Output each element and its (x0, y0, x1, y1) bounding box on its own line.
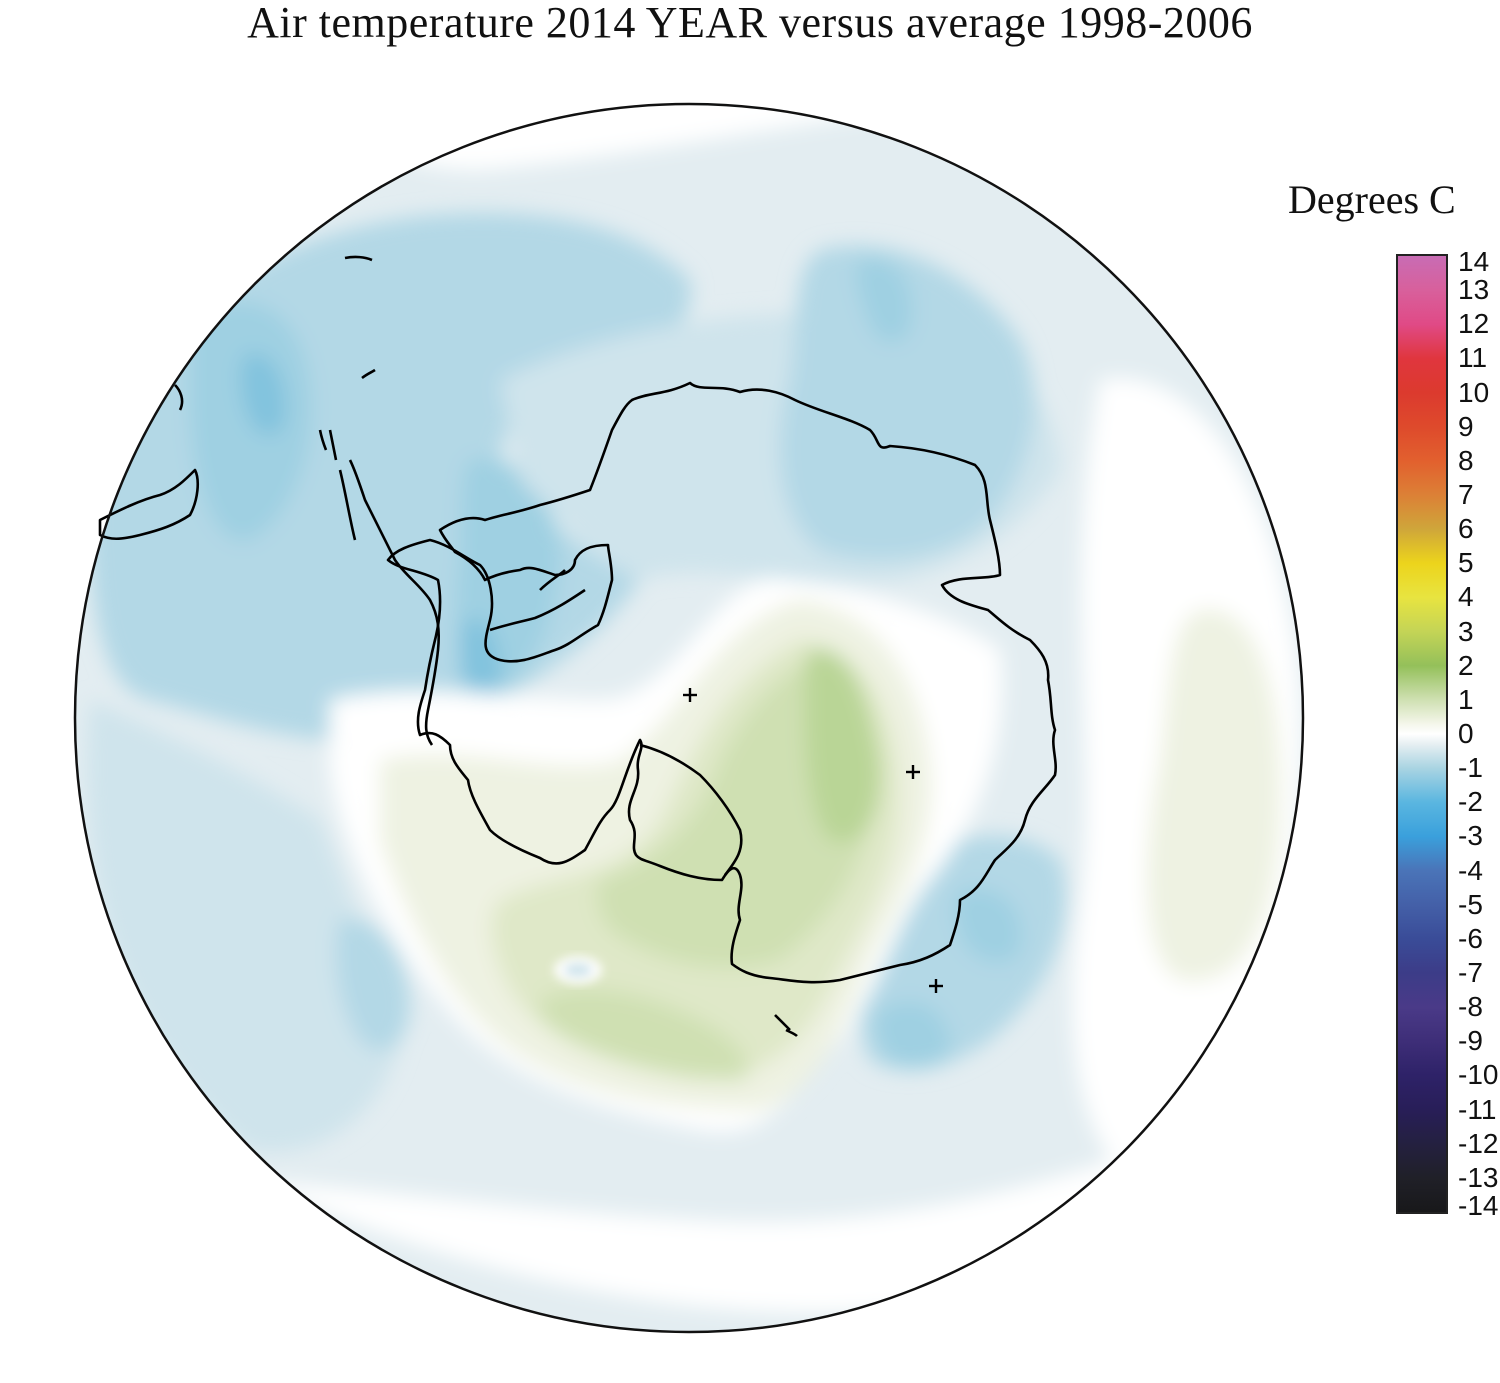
colorbar-tick-label: -3 (1458, 820, 1483, 852)
colorbar-tick-label: -6 (1458, 922, 1483, 954)
marker-crosses (683, 688, 943, 993)
south-america-tip (98, 468, 200, 541)
field-sw-cool2 (336, 918, 410, 1050)
colorbar-tick-label: 10 (1458, 376, 1490, 408)
colorbar-tick-label: -1 (1458, 752, 1483, 784)
colorbar-tick-label: -2 (1458, 786, 1483, 818)
colorbar-tick-label: -8 (1458, 991, 1483, 1023)
marker-cross-se (929, 979, 943, 993)
field-se-cool3 (954, 888, 1022, 963)
colorbar-tick-label: -9 (1458, 1025, 1483, 1057)
colorbar-tick-label: -13 (1458, 1161, 1499, 1193)
colorbar (1396, 254, 1448, 1214)
colorbar-tick-label: 1 (1458, 683, 1474, 715)
field-warm-5 (805, 648, 881, 842)
colorbar-tick-label: -5 (1458, 888, 1483, 920)
colorbar-tick-label: 13 (1458, 274, 1490, 306)
colorbar-tick-label: 2 (1458, 649, 1474, 681)
field-warm-4 (597, 658, 874, 969)
map-boundary-circle (73, 102, 1305, 1334)
ronne-ice-shelf (489, 569, 586, 632)
field-east-cool2 (855, 258, 913, 343)
field-east-warm (1146, 609, 1281, 982)
field-hole-core (564, 963, 592, 977)
legend-title: Degrees C (1288, 177, 1456, 222)
colorbar-tick-label: -7 (1458, 957, 1483, 988)
marker-cross-pole (683, 688, 697, 702)
small-island-2 (318, 368, 376, 451)
colorbar-tick-label: -10 (1458, 1059, 1499, 1091)
colorbar-tick-label: 5 (1458, 547, 1474, 579)
field-east-cool (780, 245, 1035, 560)
colorbar-tick-label: 6 (1458, 513, 1474, 545)
colorbar-tick-label: 4 (1458, 581, 1474, 613)
colorbar-tick-label: -14 (1458, 1190, 1499, 1221)
colorbar-tick-label: 11 (1458, 342, 1488, 374)
anomaly-field (75, 104, 1303, 1332)
field-se-cool2 (875, 1002, 950, 1067)
coastline (98, 255, 1057, 1037)
ross-ice-shelf (639, 743, 743, 876)
colorbar-tick-label: -4 (1458, 854, 1483, 886)
colorbar-tick-label: -11 (1458, 1093, 1497, 1125)
colorbar-tick-label: 7 (1458, 479, 1474, 510)
colorbar-tick-label: -12 (1458, 1127, 1499, 1159)
field-south-white (250, 1150, 1140, 1314)
field-west-cool3 (240, 353, 286, 435)
small-island-1 (174, 255, 373, 411)
map-title: Air temperature 2014 YEAR versus average… (247, 0, 1253, 47)
colorbar-tick-label: 3 (1458, 615, 1474, 647)
antarctic-peninsula (328, 429, 441, 746)
colorbar-tick-label: 9 (1458, 410, 1474, 442)
colorbar-tick-label: 12 (1458, 308, 1490, 340)
colorbar-tick-label: 14 (1458, 246, 1490, 277)
small-island-3 (774, 1014, 798, 1037)
colorbar-tick-label: 0 (1458, 718, 1474, 749)
marker-cross-east (906, 765, 920, 779)
field-weddell-cool2 (459, 618, 501, 699)
field-warm-3 (538, 989, 748, 1080)
colorbar-tick-label: 8 (1458, 444, 1474, 476)
